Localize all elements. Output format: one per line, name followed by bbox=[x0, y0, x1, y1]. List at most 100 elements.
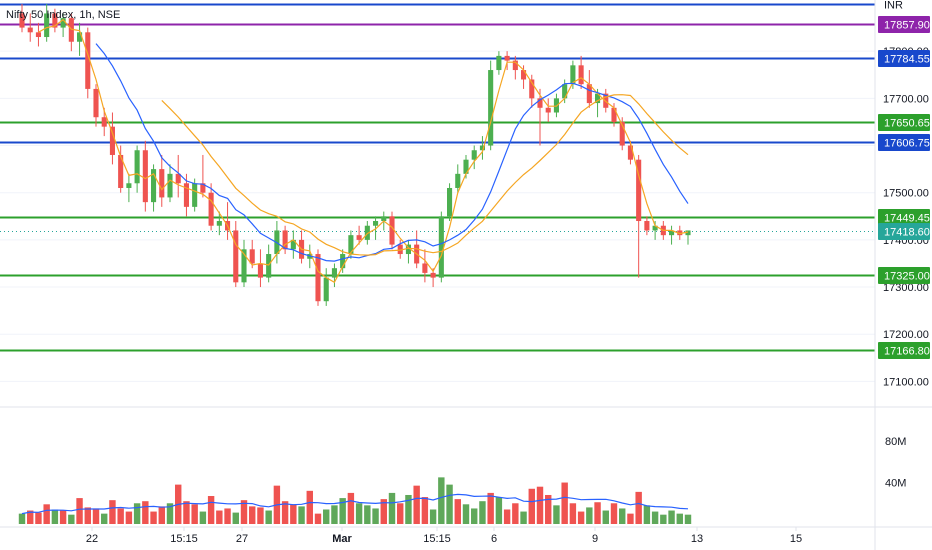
candle-down bbox=[529, 79, 535, 99]
volume-bar bbox=[454, 499, 461, 524]
price-tick-label: 17200.00 bbox=[883, 329, 929, 341]
volume-bar bbox=[68, 514, 75, 524]
candle-down bbox=[175, 173, 181, 184]
candle-up bbox=[562, 84, 568, 99]
candle-down bbox=[389, 216, 395, 245]
time-tick-label: 9 bbox=[592, 533, 598, 545]
time-tick-label: 6 bbox=[491, 533, 497, 545]
candle-down bbox=[315, 254, 321, 302]
volume-bar bbox=[388, 492, 396, 524]
candle-down bbox=[200, 183, 206, 193]
volume-bar bbox=[166, 503, 174, 524]
candle-up bbox=[405, 244, 411, 255]
candle-up bbox=[290, 239, 296, 250]
ma-short-line bbox=[38, 18, 689, 284]
candle-up bbox=[570, 65, 576, 85]
price-tick-label: 17300.00 bbox=[883, 282, 929, 294]
price-badge-label: 17166.80 bbox=[884, 346, 930, 358]
volume-bar bbox=[142, 501, 149, 524]
volume-bar bbox=[249, 506, 256, 524]
chart-title: Nifty 50 Index, 1h, NSE bbox=[6, 9, 120, 21]
candle-down bbox=[422, 263, 428, 273]
volume-bar bbox=[421, 497, 429, 524]
price-badge bbox=[878, 134, 930, 151]
candle-up bbox=[348, 235, 354, 255]
volume-bars bbox=[18, 477, 692, 524]
time-tick-label: 15:15 bbox=[423, 533, 451, 545]
moving-averages bbox=[38, 18, 689, 284]
volume-bar bbox=[429, 509, 437, 524]
price-tick-label: 17700.00 bbox=[883, 93, 929, 105]
volume-bar bbox=[323, 509, 330, 524]
volume-bar bbox=[479, 501, 486, 524]
volume-bar bbox=[438, 477, 445, 524]
volume-bar bbox=[619, 508, 626, 524]
volume-bar bbox=[339, 498, 346, 524]
candle-down bbox=[257, 263, 263, 278]
candle-down bbox=[537, 98, 543, 108]
candle-down bbox=[27, 27, 33, 33]
volume-bar bbox=[553, 505, 560, 524]
time-tick-label: 13 bbox=[691, 533, 703, 545]
volume-bar bbox=[117, 508, 124, 524]
volume-bar bbox=[405, 494, 412, 524]
time-tick-label: Mar bbox=[332, 533, 352, 545]
candle-up bbox=[496, 55, 502, 71]
candle-down bbox=[35, 32, 41, 38]
candle-down bbox=[93, 88, 99, 118]
volume-bar bbox=[76, 498, 83, 524]
price-badge bbox=[878, 209, 930, 226]
volume-bar bbox=[372, 508, 379, 524]
volume-bar bbox=[676, 513, 683, 524]
volume-bar bbox=[594, 502, 601, 524]
volume-bar bbox=[109, 500, 116, 524]
volume-bar bbox=[232, 512, 239, 524]
candle-up bbox=[241, 249, 247, 283]
candle-up bbox=[685, 230, 691, 236]
candle-down bbox=[109, 126, 115, 155]
volume-bar bbox=[627, 513, 634, 524]
price-badge-label: 17418.60 bbox=[884, 227, 930, 239]
volume-bar bbox=[265, 510, 272, 524]
ma-slow-line bbox=[161, 94, 689, 256]
volume-bar bbox=[668, 510, 675, 524]
volume-bar bbox=[240, 500, 248, 524]
volume-bar bbox=[35, 512, 42, 524]
candle-down bbox=[627, 145, 633, 160]
volume-bar bbox=[133, 503, 141, 524]
volume-bar bbox=[92, 508, 100, 524]
volume-bar bbox=[43, 504, 50, 524]
volume-bar bbox=[347, 492, 355, 524]
candle-up bbox=[373, 221, 379, 226]
volume-bar bbox=[643, 505, 651, 524]
candle-down bbox=[430, 272, 436, 278]
candle-up bbox=[438, 216, 444, 278]
candle-down bbox=[578, 65, 584, 85]
price-badges: INR 17857.90 17784.55 17650.65 17606.75 17449… bbox=[878, 0, 930, 359]
candle-up bbox=[216, 221, 222, 226]
candle-up bbox=[134, 150, 140, 184]
volume-bar bbox=[471, 508, 478, 524]
candle-up bbox=[488, 70, 494, 146]
candle-down bbox=[644, 221, 650, 231]
candle-down bbox=[512, 60, 518, 71]
candle-up bbox=[323, 277, 329, 302]
volume-bar bbox=[503, 509, 511, 524]
candle-up bbox=[595, 93, 601, 104]
volume-bar bbox=[84, 507, 91, 524]
candle-down bbox=[282, 230, 288, 250]
price-badge-label: 17606.75 bbox=[884, 138, 930, 150]
volume-ma-line bbox=[21, 493, 689, 515]
volume-bar bbox=[660, 514, 667, 524]
volume-bar bbox=[413, 485, 420, 524]
volume-bar bbox=[298, 506, 305, 524]
volume-bar bbox=[569, 503, 577, 524]
volume-bar bbox=[364, 505, 371, 524]
time-tick-label: 15:15 bbox=[170, 533, 198, 545]
volume-bar bbox=[125, 511, 133, 524]
volume-bar bbox=[380, 499, 387, 524]
candle-down bbox=[249, 249, 255, 264]
currency-label: INR bbox=[884, 0, 903, 12]
candle-up bbox=[266, 254, 272, 278]
volume-bar bbox=[207, 496, 215, 524]
